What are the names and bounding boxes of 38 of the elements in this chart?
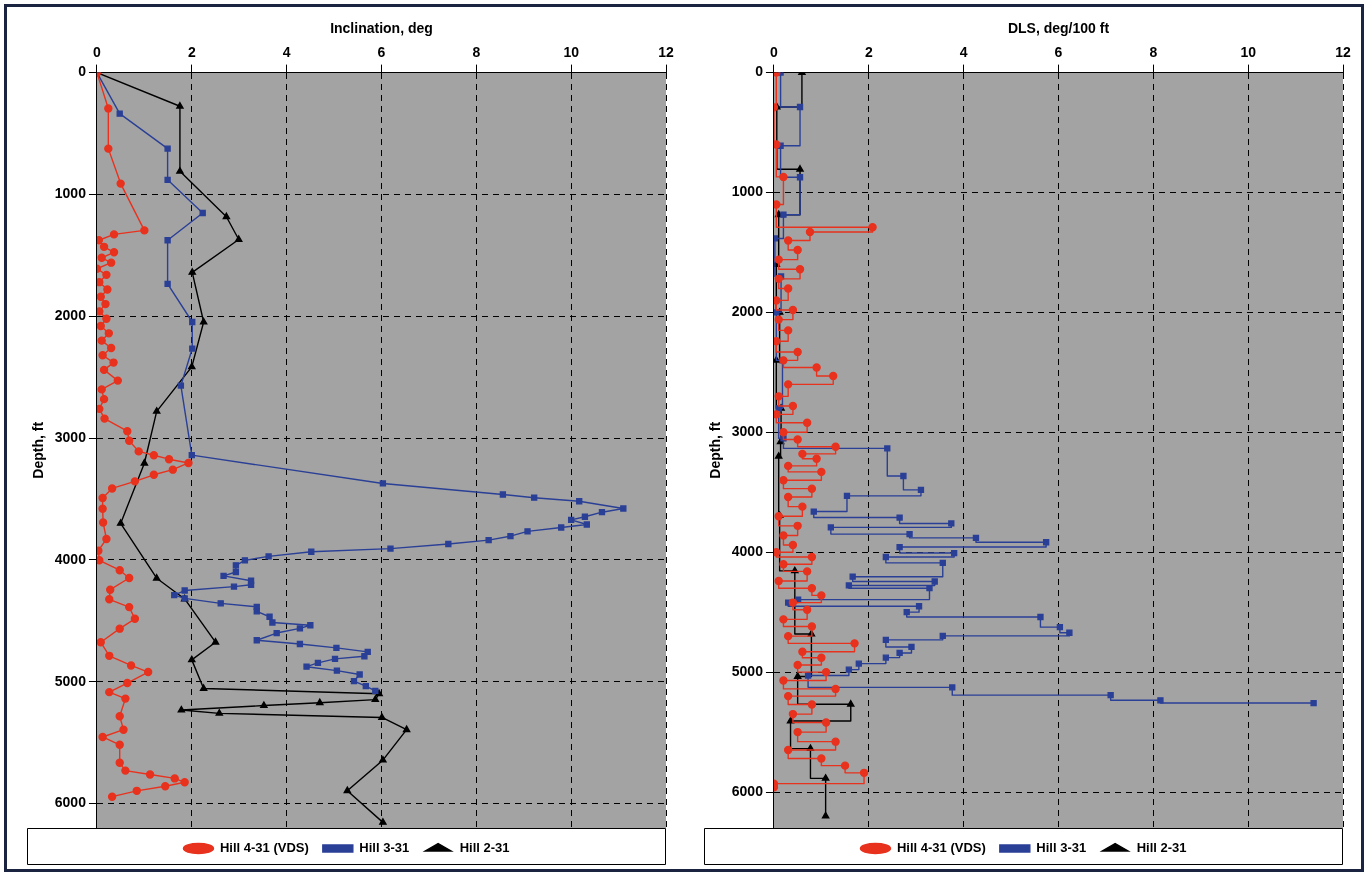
y-tick-label: 6000 <box>54 794 87 811</box>
y-tick-label: 5000 <box>731 662 764 679</box>
y-tick-label: 3000 <box>54 428 87 445</box>
y-axis-title: Depth, ft <box>30 421 47 479</box>
y-tick-label: 4000 <box>731 543 764 560</box>
x-axis-title: Inclination, deg <box>330 20 433 37</box>
y-axis-title: Depth, ft <box>707 421 724 479</box>
legend-label: Hill 3-31 <box>359 840 410 856</box>
y-tick-label: 0 <box>755 63 764 80</box>
x-tick-label: 0 <box>770 44 779 61</box>
x-tick-label: 12 <box>1335 44 1351 61</box>
y-tick-label: 4000 <box>54 550 87 567</box>
y-tick-label: 3000 <box>731 423 764 440</box>
x-tick-label: 8 <box>1149 44 1158 61</box>
x-tick-label: 8 <box>472 44 481 61</box>
legend-label: Hill 3-31 <box>1036 840 1087 856</box>
y-tick-label: 2000 <box>54 307 87 324</box>
x-tick-label: 0 <box>93 44 102 61</box>
x-tick-label: 12 <box>658 44 674 61</box>
legend-label: Hill 4-31 (VDS) <box>219 840 309 856</box>
legend-label: Hill 2-31 <box>459 840 510 856</box>
y-tick-label: 0 <box>78 63 87 80</box>
y-tick-label: 5000 <box>54 672 87 689</box>
y-tick-label: 2000 <box>731 303 764 320</box>
x-tick-label: 10 <box>563 44 580 61</box>
x-axis-title: DLS, deg/100 ft <box>1007 20 1110 37</box>
y-tick-label: 1000 <box>54 185 87 202</box>
x-tick-label: 2 <box>187 44 196 61</box>
x-tick-label: 4 <box>282 44 291 61</box>
x-tick-label: 6 <box>377 44 386 61</box>
x-tick-label: 10 <box>1240 44 1257 61</box>
legend-label: Hill 2-31 <box>1136 840 1187 856</box>
y-tick-label: 6000 <box>731 782 764 799</box>
legend-label: Hill 4-31 (VDS) <box>896 840 986 856</box>
x-tick-label: 6 <box>1054 44 1063 61</box>
x-tick-label: 4 <box>959 44 968 61</box>
y-tick-label: 1000 <box>731 183 764 200</box>
x-tick-label: 2 <box>864 44 873 61</box>
